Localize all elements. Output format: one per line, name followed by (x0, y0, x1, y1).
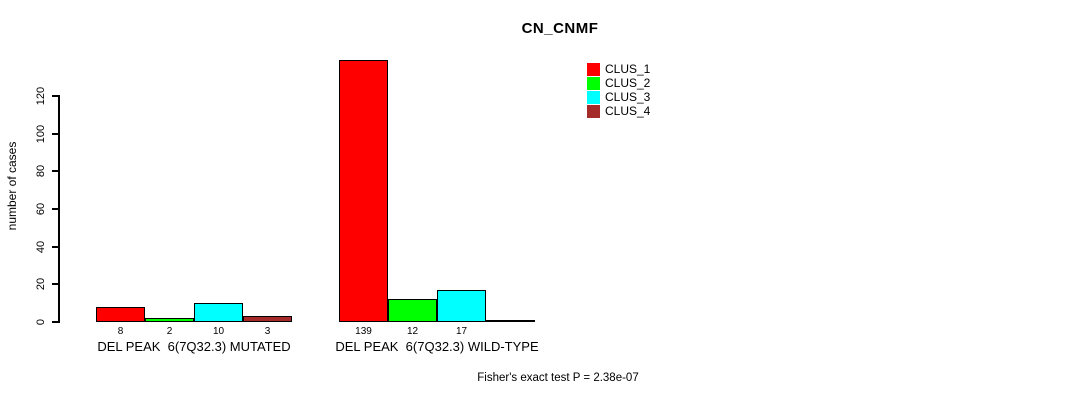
y-axis-label: number of cases (5, 141, 19, 231)
bar-clus_2-group1 (145, 318, 194, 322)
annotation-fisher-test: Fisher's exact test P = 2.38e-07 (477, 372, 639, 384)
x-category-label-group1: DEL PEAK 6(7Q32.3) MUTATED (97, 339, 291, 354)
y-axis-tick-label: 120 (35, 86, 47, 106)
legend-swatch-clus_1 (587, 63, 600, 76)
x-category-label-group2: DEL PEAK 6(7Q32.3) WILD-TYPE (335, 339, 539, 354)
y-axis-tick (52, 283, 58, 286)
bar-clus_1-group1 (96, 306, 145, 322)
legend-swatch-clus_2 (587, 77, 600, 90)
y-axis-tick-label: 40 (35, 240, 47, 253)
bar-value-label: 139 (355, 326, 372, 337)
bar-clus_1-group2 (339, 60, 388, 322)
y-axis-tick-label: 0 (35, 318, 47, 326)
legend-label-clus_1: CLUS_1 (605, 62, 651, 76)
y-axis-tick (52, 132, 58, 135)
bar-clus_3-group1 (194, 303, 243, 322)
bar-value-label: 3 (264, 326, 271, 337)
legend-swatch-clus_4 (587, 105, 600, 118)
y-axis-tick (52, 170, 58, 173)
bar-value-label: 10 (212, 326, 225, 337)
bar-value-label: 2 (166, 326, 173, 337)
legend-swatch-clus_3 (587, 91, 600, 104)
bar-value-label: 12 (406, 326, 419, 337)
bar-clus_2-group2 (388, 299, 437, 322)
bar-clus_4-group2-zero (486, 320, 535, 322)
y-axis-tick (52, 321, 58, 323)
legend-label-clus_3: CLUS_3 (605, 90, 651, 104)
y-axis-tick (52, 245, 58, 248)
y-axis-tick-label: 100 (35, 124, 47, 143)
bar-clus_4-group1 (243, 316, 292, 322)
legend-label-clus_2: CLUS_2 (605, 76, 651, 90)
y-axis-tick-label: 20 (35, 278, 47, 291)
legend-label-clus_4: CLUS_4 (605, 104, 651, 118)
y-axis-tick-label: 60 (35, 202, 47, 216)
bar-clus_3-group2 (437, 289, 486, 322)
y-axis-tick (52, 95, 58, 98)
chart-title: CN_CNMF (521, 20, 599, 37)
y-axis-tick-label: 80 (35, 165, 47, 178)
bar-value-label: 17 (455, 326, 468, 337)
bar-value-label: 8 (117, 326, 124, 337)
y-axis-line (58, 95, 60, 323)
y-axis-tick (52, 208, 58, 211)
